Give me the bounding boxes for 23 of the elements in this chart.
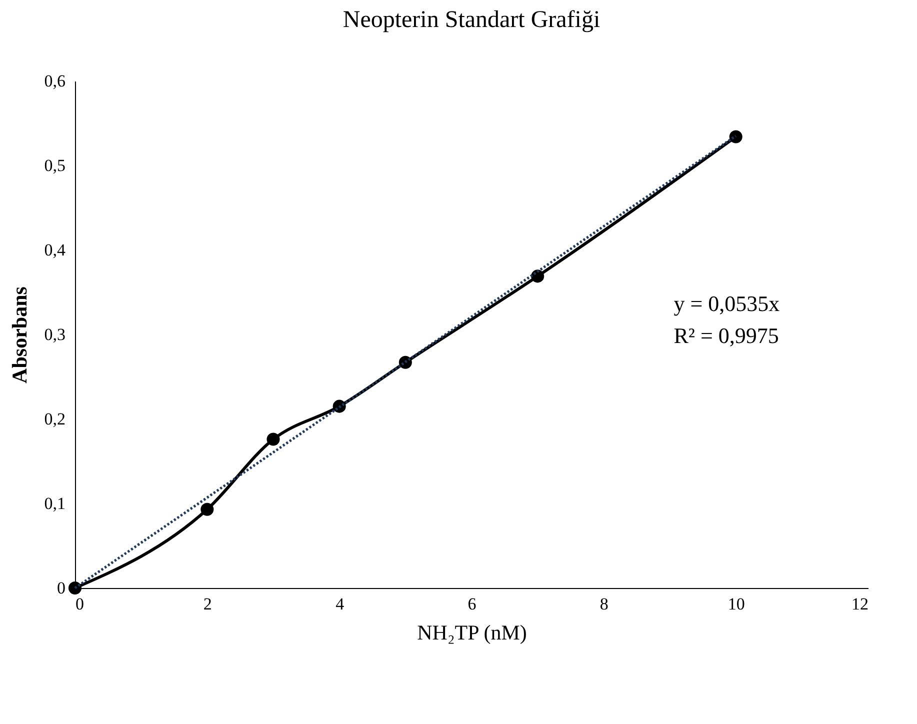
y-tick-label: 0 [57,578,66,598]
point [68,581,82,595]
point [266,432,280,446]
annotation: R² = 0,9975 [674,323,779,348]
x-tick-label: 2 [203,594,212,614]
x-tick-label: 10 [728,594,745,614]
point [729,130,742,144]
y-tick-label: 0,1 [44,494,66,513]
x-tick-label: 6 [468,594,476,614]
x-tick-label: 8 [600,594,608,614]
x-tick-label: 12 [852,594,868,614]
y-tick-label: 0,2 [44,410,66,428]
y-axis-title: Absorbans [7,286,32,384]
x-axis-title: NH₂TP (nM) [417,620,527,644]
y-tick-label: 0,6 [44,72,66,90]
x-tick-label: 0 [76,594,84,614]
x-tick-label: 4 [336,594,345,614]
annotation: y = 0,0535x [674,291,780,316]
point [200,502,214,516]
y-tick-label: 0,3 [44,325,66,344]
y-tick-label: 0,4 [44,240,66,260]
y-tick-label: 0,5 [44,156,66,175]
chart-title: Neopterin Standart Grafiği [342,7,600,33]
